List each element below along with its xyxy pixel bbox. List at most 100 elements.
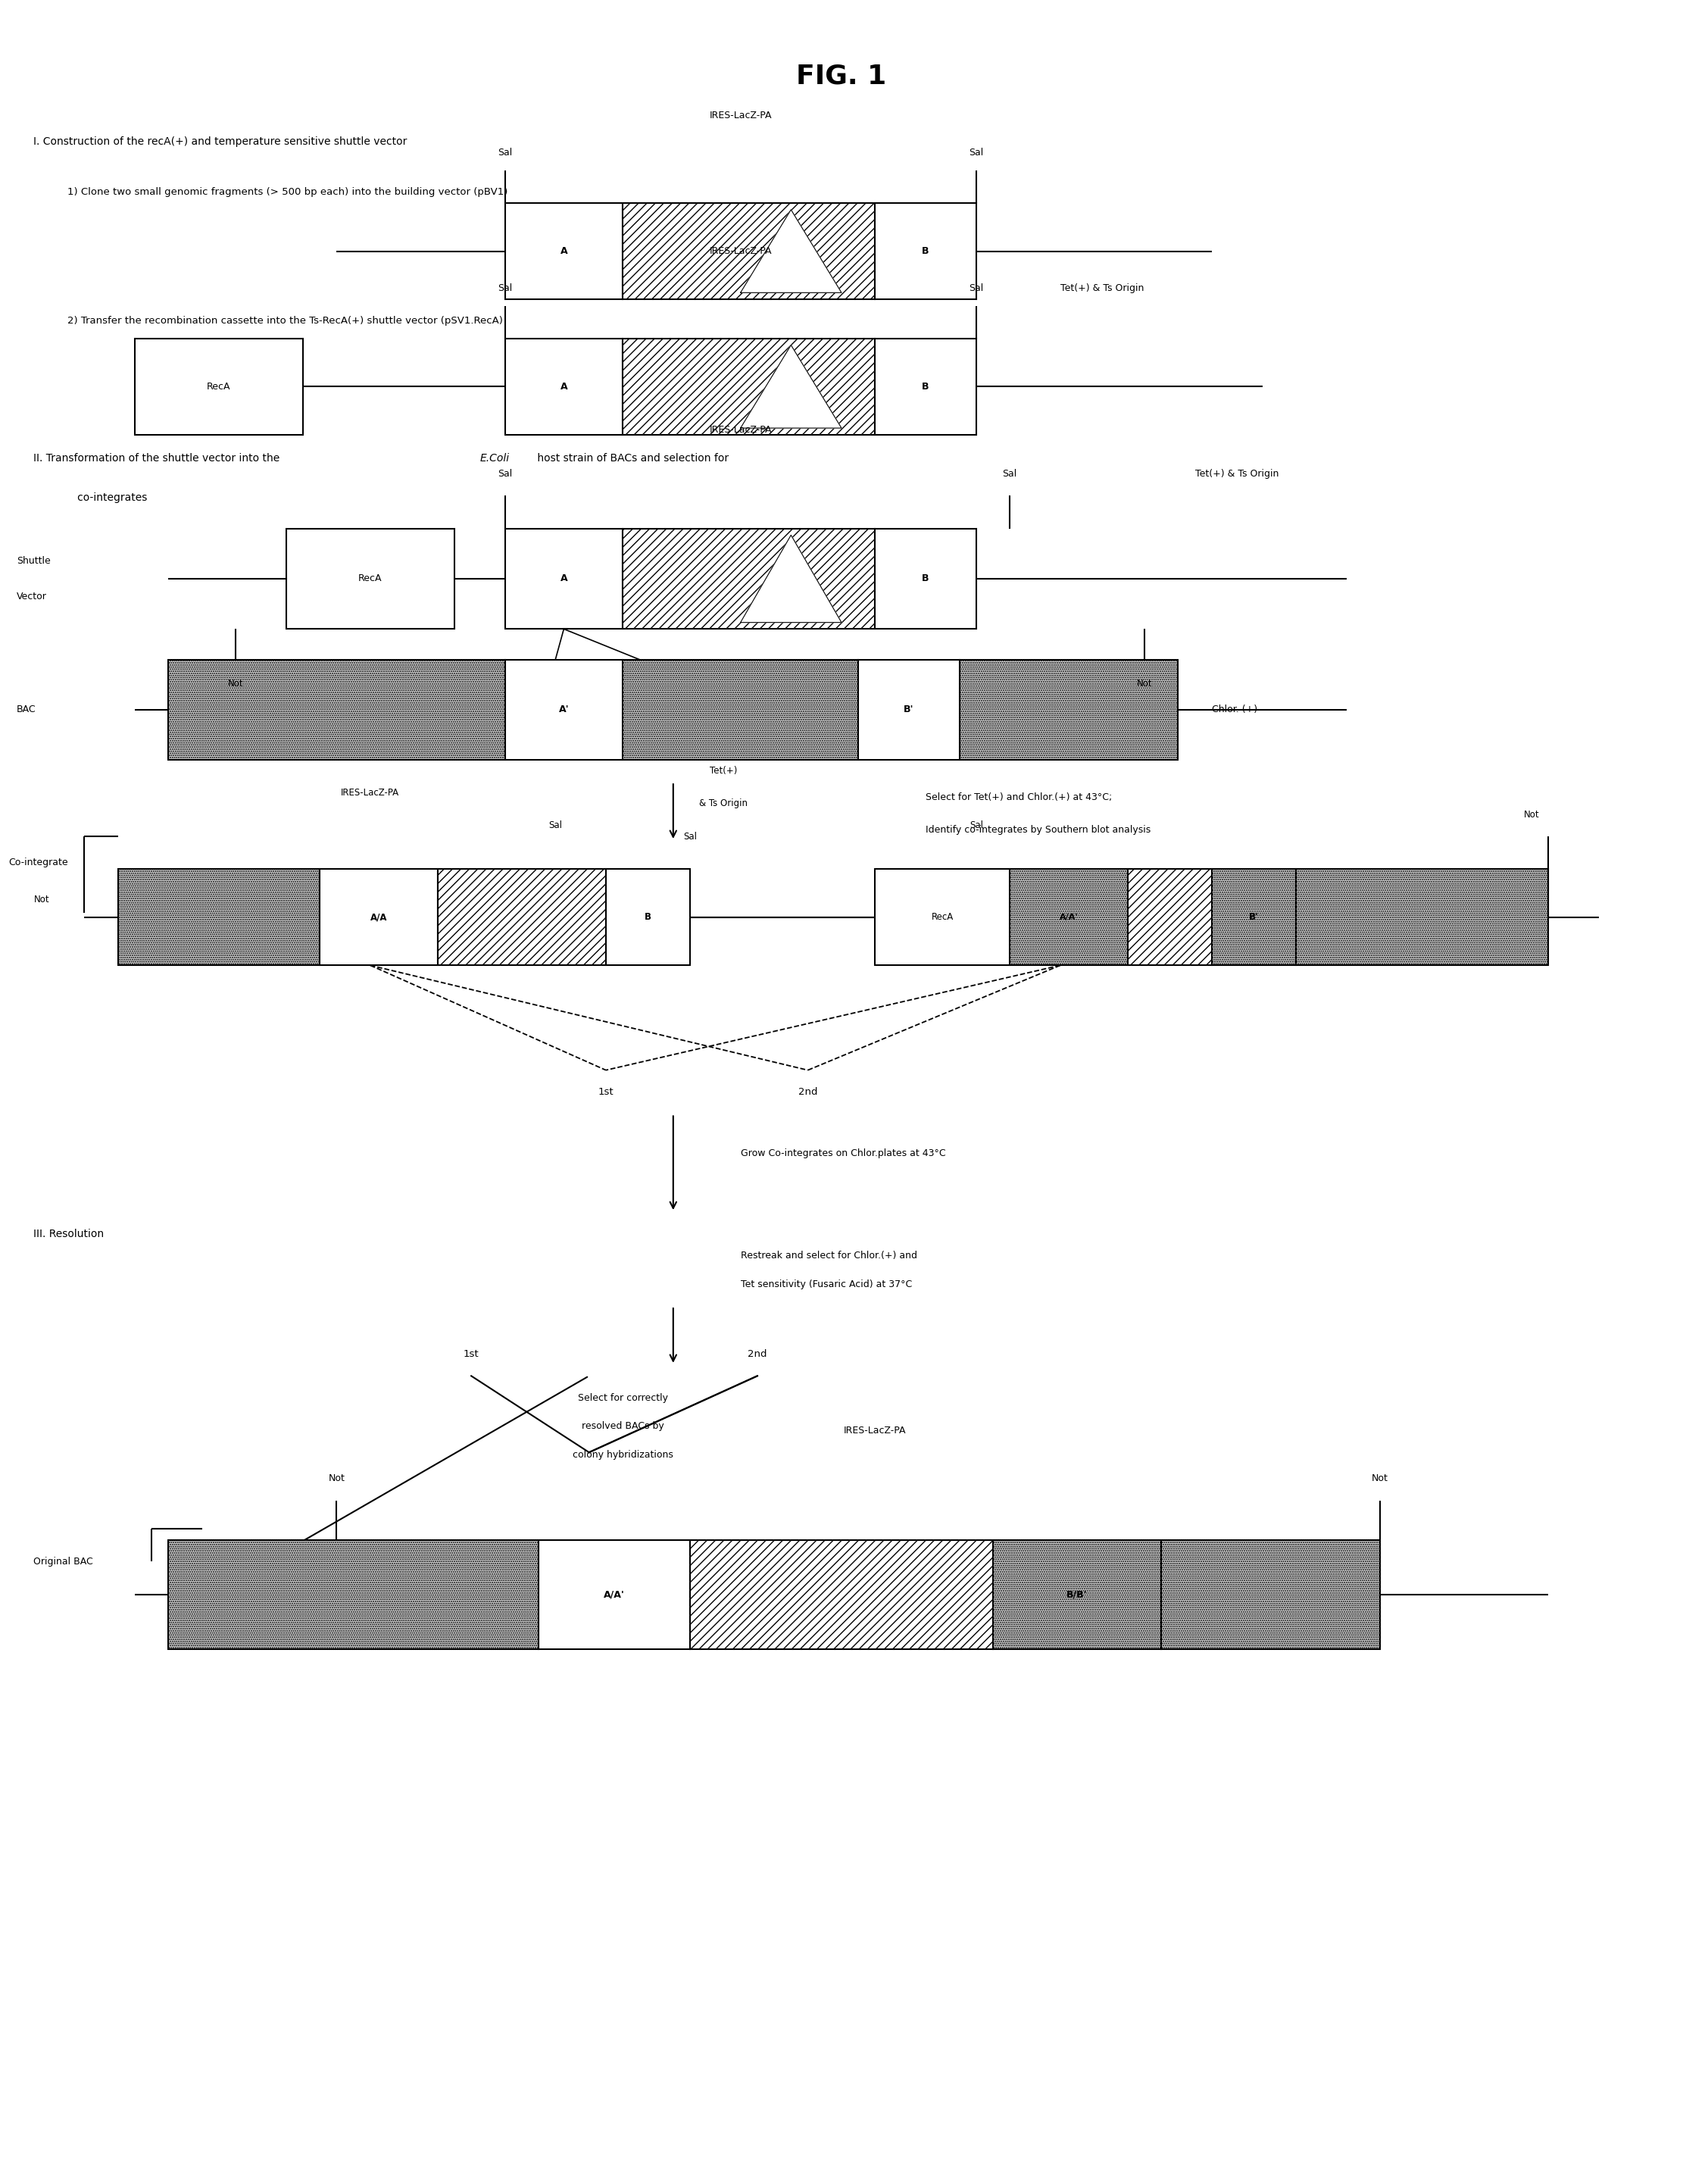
Text: Sal: Sal <box>1003 470 1017 478</box>
Text: & Ts Origin: & Ts Origin <box>700 799 747 808</box>
Text: B: B <box>922 574 929 583</box>
Text: 2nd: 2nd <box>747 1350 767 1358</box>
Text: Sal: Sal <box>969 821 983 830</box>
Bar <box>438 869 606 965</box>
Bar <box>875 869 1010 965</box>
Bar <box>1296 869 1548 965</box>
Text: Original BAC: Original BAC <box>34 1557 93 1566</box>
Bar <box>505 529 623 629</box>
Text: A/A: A/A <box>370 913 387 922</box>
Bar <box>320 869 438 965</box>
Text: IRES-LacZ-PA: IRES-LacZ-PA <box>709 247 772 256</box>
Bar <box>959 660 1178 760</box>
Text: II. Transformation of the shuttle vector into the: II. Transformation of the shuttle vector… <box>34 454 283 463</box>
Text: resolved BACs by: resolved BACs by <box>582 1422 663 1431</box>
Text: B': B' <box>904 705 914 714</box>
Bar <box>118 869 320 965</box>
Text: 1) Clone two small genomic fragments (> 500 bp each) into the building vector (p: 1) Clone two small genomic fragments (> … <box>67 188 508 197</box>
Text: Sal: Sal <box>969 149 983 157</box>
Bar <box>1010 869 1128 965</box>
Text: Select for correctly: Select for correctly <box>577 1393 668 1402</box>
Text: Sal: Sal <box>683 832 697 841</box>
Bar <box>168 1540 539 1649</box>
Text: A: A <box>560 574 567 583</box>
Text: IRES-LacZ-PA: IRES-LacZ-PA <box>709 111 772 120</box>
Text: B/B': B/B' <box>1067 1590 1087 1599</box>
Bar <box>135 339 303 435</box>
Text: 1st: 1st <box>597 1088 614 1096</box>
Text: Vector: Vector <box>17 592 47 601</box>
Text: Restreak and select for Chlor.(+) and: Restreak and select for Chlor.(+) and <box>741 1251 917 1260</box>
Bar <box>1161 1540 1380 1649</box>
Text: Tet sensitivity (Fusaric Acid) at 37°C: Tet sensitivity (Fusaric Acid) at 37°C <box>741 1280 912 1289</box>
Text: B: B <box>922 247 929 256</box>
Polygon shape <box>741 345 842 428</box>
Text: RecA: RecA <box>207 382 231 391</box>
Text: Chlor. (+): Chlor. (+) <box>1212 705 1257 714</box>
Text: A/A': A/A' <box>604 1590 624 1599</box>
Text: B: B <box>922 382 929 391</box>
Text: IRES-LacZ-PA: IRES-LacZ-PA <box>843 1426 907 1435</box>
Bar <box>875 339 976 435</box>
Bar <box>1212 869 1296 965</box>
Text: IRES-LacZ-PA: IRES-LacZ-PA <box>709 426 772 435</box>
Text: Sal: Sal <box>969 284 983 293</box>
Text: Sal: Sal <box>549 821 562 830</box>
Bar <box>875 529 976 629</box>
Bar <box>875 203 976 299</box>
Polygon shape <box>741 210 842 293</box>
Bar <box>505 203 623 299</box>
Text: Sal: Sal <box>498 149 512 157</box>
Text: Identify co-integrates by Southern blot analysis: Identify co-integrates by Southern blot … <box>926 826 1151 834</box>
Bar <box>623 339 875 435</box>
Bar <box>606 869 690 965</box>
Text: Tet(+) & Ts Origin: Tet(+) & Ts Origin <box>1195 470 1279 478</box>
Text: Not: Not <box>34 895 49 904</box>
Bar <box>539 1540 690 1649</box>
Text: BAC: BAC <box>17 705 37 714</box>
Polygon shape <box>741 535 842 622</box>
Text: B': B' <box>1249 913 1259 922</box>
Bar <box>623 660 858 760</box>
Bar <box>505 339 623 435</box>
Bar <box>1128 869 1212 965</box>
Bar <box>993 1540 1161 1649</box>
Text: host strain of BACs and selection for: host strain of BACs and selection for <box>534 454 729 463</box>
Text: 2) Transfer the recombination cassette into the Ts-RecA(+) shuttle vector (pSV1.: 2) Transfer the recombination cassette i… <box>67 317 503 325</box>
Text: III. Resolution: III. Resolution <box>34 1230 104 1238</box>
Text: 2nd: 2nd <box>798 1088 818 1096</box>
Text: Grow Co-integrates on Chlor.plates at 43°C: Grow Co-integrates on Chlor.plates at 43… <box>741 1149 946 1158</box>
Text: E.Coli: E.Coli <box>480 454 510 463</box>
Bar <box>623 203 875 299</box>
Text: I. Construction of the recA(+) and temperature sensitive shuttle vector: I. Construction of the recA(+) and tempe… <box>34 138 407 146</box>
Text: Not: Not <box>227 679 244 688</box>
Text: Not: Not <box>1136 679 1153 688</box>
Bar <box>623 529 875 629</box>
Text: RecA: RecA <box>358 574 382 583</box>
Text: A: A <box>560 247 567 256</box>
Text: Not: Not <box>1523 810 1540 819</box>
Text: Shuttle: Shuttle <box>17 557 50 566</box>
Text: A': A' <box>559 705 569 714</box>
Text: Sal: Sal <box>498 470 512 478</box>
Text: A/A': A/A' <box>1059 913 1079 922</box>
Text: IRES-LacZ-PA: IRES-LacZ-PA <box>342 788 399 797</box>
Text: Not: Not <box>328 1474 345 1483</box>
Text: 1st: 1st <box>463 1350 480 1358</box>
Bar <box>168 660 505 760</box>
Text: A: A <box>560 382 567 391</box>
Text: Co-integrate: Co-integrate <box>8 858 67 867</box>
Text: Not: Not <box>1372 1474 1388 1483</box>
Bar <box>858 660 959 760</box>
Bar <box>505 660 623 760</box>
Text: Select for Tet(+) and Chlor.(+) at 43°C;: Select for Tet(+) and Chlor.(+) at 43°C; <box>926 793 1112 802</box>
Text: colony hybridizations: colony hybridizations <box>572 1450 673 1459</box>
Bar <box>286 529 454 629</box>
Text: Tet(+): Tet(+) <box>710 767 737 775</box>
Text: Tet(+) & Ts Origin: Tet(+) & Ts Origin <box>1060 284 1144 293</box>
Text: FIG. 1: FIG. 1 <box>796 63 887 90</box>
Text: Sal: Sal <box>498 284 512 293</box>
Text: B: B <box>645 913 651 922</box>
Text: co-integrates: co-integrates <box>67 494 146 502</box>
Text: RecA: RecA <box>931 913 954 922</box>
